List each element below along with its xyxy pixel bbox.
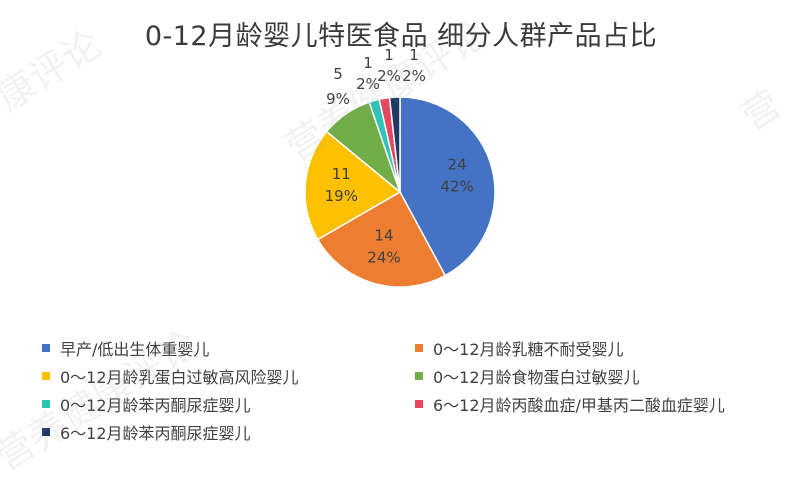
legend-item-5: 6～12月龄丙酸血症/甲基丙二酸血症婴儿 bbox=[415, 392, 725, 416]
slice-percent-label-6: 2% bbox=[402, 67, 426, 85]
slice-value-label-5: 1 bbox=[384, 46, 394, 64]
pie-slice-1 bbox=[316, 190, 447, 288]
slice-value-label-6: 1 bbox=[409, 46, 419, 64]
legend-swatch-0 bbox=[42, 344, 50, 352]
slice-value-label-4: 1 bbox=[363, 54, 373, 72]
legend-label-5: 6～12月龄丙酸血症/甲基丙二酸血症婴儿 bbox=[433, 396, 725, 415]
slice-percent-label-1: 24% bbox=[367, 249, 400, 267]
pie-slice-0 bbox=[399, 96, 496, 277]
slice-percent-label-0: 42% bbox=[440, 178, 473, 196]
pie-slice-6 bbox=[388, 96, 401, 193]
legend-swatch-3 bbox=[415, 372, 423, 380]
legend-label-1: 0～12月龄乳糖不耐受婴儿 bbox=[433, 340, 624, 359]
slice-percent-label-4: 2% bbox=[356, 75, 380, 93]
legend-item-3: 0～12月龄食物蛋白过敏婴儿 bbox=[415, 364, 640, 388]
legend-item-2: 0～12月龄乳蛋白过敏高风险婴儿 bbox=[42, 364, 299, 388]
pie-slice-2 bbox=[304, 130, 402, 241]
legend-item-1: 0～12月龄乳糖不耐受婴儿 bbox=[415, 336, 624, 360]
slice-value-label-0: 24 bbox=[448, 156, 467, 174]
legend-swatch-2 bbox=[42, 372, 50, 380]
chart-container: 0-12月龄婴儿特医食品 细分人群产品占比 24 42% 14 24% 11 19% 5 9%… bbox=[0, 11, 789, 479]
legend-label-4: 0～12月龄苯丙酮尿症婴儿 bbox=[60, 396, 251, 415]
slice-value-label-2: 11 bbox=[332, 165, 351, 183]
legend-item-6: 6～12月龄苯丙酮尿症婴儿 bbox=[42, 420, 251, 444]
legend-label-0: 早产/低出生体重婴儿 bbox=[60, 340, 210, 359]
slice-percent-label-2: 19% bbox=[325, 187, 358, 205]
legend-label-6: 6～12月龄苯丙酮尿症婴儿 bbox=[60, 424, 251, 443]
legend-item-4: 0～12月龄苯丙酮尿症婴儿 bbox=[42, 392, 251, 416]
chart-title: 0-12月龄婴儿特医食品 细分人群产品占比 bbox=[144, 21, 658, 52]
legend-swatch-1 bbox=[415, 344, 423, 352]
legend-swatch-4 bbox=[42, 400, 50, 408]
legend-item-0: 早产/低出生体重婴儿 bbox=[42, 336, 209, 360]
slice-percent-label-5: 2% bbox=[377, 67, 401, 85]
legend-label-2: 0～12月龄乳蛋白过敏高风险婴儿 bbox=[60, 368, 299, 387]
legend-label-3: 0～12月龄食物蛋白过敏婴儿 bbox=[433, 368, 640, 387]
slice-percent-label-3: 9% bbox=[326, 90, 350, 108]
legend-swatch-6 bbox=[42, 428, 50, 436]
slice-value-label-3: 5 bbox=[333, 65, 343, 83]
legend-swatch-5 bbox=[415, 400, 423, 408]
slice-value-label-1: 14 bbox=[374, 227, 393, 245]
